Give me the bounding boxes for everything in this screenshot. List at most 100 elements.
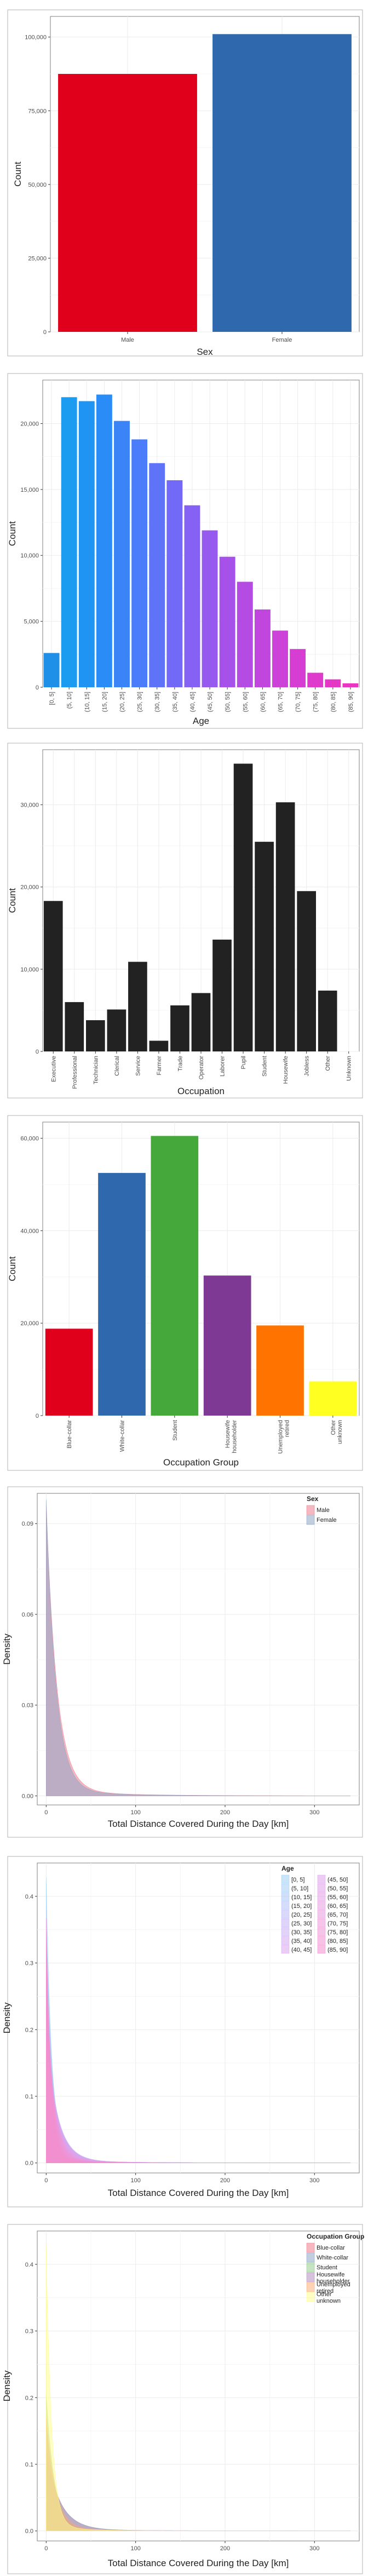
bar <box>96 394 112 687</box>
chart-7: 0.0 0.1 0.2 0.3 0.4 Density 0 100 200 300 Total Di… <box>2 2224 364 2574</box>
bar <box>255 842 274 1051</box>
x-tick-label: (10, 15] <box>84 692 90 712</box>
x-tick-label: (45, 50] <box>207 692 214 712</box>
x-tick-label: Female <box>272 337 292 343</box>
chart-1: 0 25,000 50,000 75,000 100,000 Count Male Femal… <box>7 9 363 357</box>
x-axis-title: Age <box>193 716 209 726</box>
bar <box>237 582 253 687</box>
legend-key <box>306 1515 315 1525</box>
x-tick-label: Farmer <box>156 1056 163 1076</box>
x-tick-label: (5, 10] <box>66 692 73 709</box>
y-tick-label: 20,000 <box>20 884 39 891</box>
plot-area <box>42 1122 360 1416</box>
legend-label: Blue-collar <box>317 2245 345 2251</box>
x-axis-title: Total Distance Covered During the Day [k… <box>108 1819 289 1829</box>
x-axis-title: Occupation Group <box>163 1457 239 1468</box>
x-tick-label: Service <box>135 1056 141 1076</box>
legend-key <box>317 1901 326 1910</box>
bar <box>43 901 63 1051</box>
x-axis-title: Total Distance Covered During the Day [k… <box>108 2188 289 2198</box>
x-tick-label: (85, 90] <box>348 692 354 712</box>
x-tick-label: 100 <box>130 1809 140 1816</box>
legend-label: (40, 45] <box>291 1947 312 1953</box>
legend-key <box>281 1936 290 1945</box>
bar <box>212 34 352 332</box>
x-tick-label: Other <box>325 1056 331 1071</box>
legend-key <box>306 2242 315 2253</box>
y-tick-label: 0.0 <box>25 2160 33 2167</box>
legend-key <box>306 2292 315 2302</box>
x-tick-label: Operator <box>198 1056 205 1080</box>
bar <box>107 1009 127 1051</box>
y-tick-label: 0.06 <box>22 1612 33 1618</box>
legend-key <box>281 1883 290 1893</box>
legend-key <box>281 1910 290 1919</box>
y-axis-title: Density <box>2 2002 12 2033</box>
chart-4: 0 20,000 40,000 60,000 Count Blue-collar White… <box>7 1115 363 1471</box>
legend-label: [0, 5] <box>291 1877 304 1883</box>
x-tick-label: 100 <box>130 2545 140 2552</box>
x-tick-label: (75, 80] <box>313 692 319 712</box>
x-tick-label: (25, 30] <box>137 692 143 712</box>
bar <box>149 1040 169 1051</box>
legend-title: Age <box>281 1865 294 1872</box>
legend-label: White-collar <box>317 2255 348 2261</box>
legend-label: (45, 50] <box>327 1877 348 1883</box>
legend-label: (75, 80] <box>327 1929 348 1936</box>
y-axis-title: Density <box>2 1634 12 1665</box>
legend-label: Female <box>317 1517 337 1523</box>
legend-key <box>281 1945 290 1954</box>
legend-label: (20, 25] <box>291 1912 312 1918</box>
x-tick-label: 300 <box>309 1809 319 1816</box>
bar <box>151 1136 199 1416</box>
density-area-5 <box>46 2245 350 2532</box>
x-axis-title: Total Distance Covered During the Day [k… <box>108 2558 289 2568</box>
y-tick-label: 0.2 <box>25 2027 33 2033</box>
y-tick-label: 0.2 <box>25 2395 33 2401</box>
legend-key <box>317 1918 326 1928</box>
y-axis-title: Count <box>7 521 18 547</box>
legend-label: (55, 60] <box>327 1894 348 1901</box>
x-tick-label: (50, 55] <box>225 692 231 712</box>
chart-5: 0.00 0.03 0.06 0.09 Density 0 100 200 300 Total D… <box>2 1486 363 1838</box>
x-tick-label: (65, 70] <box>278 692 284 712</box>
x-tick-label: Clerical <box>114 1056 120 1076</box>
x-tick-label: [0, 5] <box>49 692 55 705</box>
legend-key <box>317 1892 326 1901</box>
bars: Executive Professional Technician Clerical S… <box>43 750 353 1089</box>
legend-label: Other unknown <box>317 2291 341 2304</box>
x-axis-title: Sex <box>197 347 213 357</box>
bar <box>297 891 317 1051</box>
y-tick-label: 25,000 <box>28 255 47 262</box>
y-tick-label: 0.09 <box>22 1521 33 1527</box>
legend: Occupation Group Blue-collar White-collar S… <box>306 2233 364 2304</box>
x-tick-label: (35, 40] <box>172 692 179 712</box>
y-tick-label: 5,000 <box>24 619 39 625</box>
bar <box>43 653 60 687</box>
bar <box>98 1172 146 1416</box>
x-tick-label: (30, 35] <box>154 692 161 712</box>
x-tick-label: (55, 60] <box>242 692 249 712</box>
x-tick-label: 300 <box>309 2177 319 2184</box>
y-tick-label: 40,000 <box>20 1228 39 1234</box>
y-tick-label: 30,000 <box>20 802 39 809</box>
x-tick-label: 0 <box>44 2545 48 2552</box>
y-tick-label: 0.3 <box>25 2328 33 2335</box>
y-tick-label: 0.1 <box>25 2462 33 2468</box>
x-tick-label: 0 <box>44 2177 48 2184</box>
legend-key <box>281 1901 290 1910</box>
bar <box>166 480 183 687</box>
density-area-17 <box>46 1918 350 2164</box>
legend-key <box>317 1927 326 1936</box>
x-tick-label: Jobless <box>304 1056 311 1077</box>
bar <box>307 672 324 687</box>
bar <box>170 1005 189 1051</box>
y-tick-label: 0 <box>36 685 39 691</box>
y-tick-label: 0.03 <box>22 1703 33 1709</box>
x-tick-label: Pupil <box>240 1056 247 1069</box>
x-tick-label: (60, 65] <box>260 692 266 712</box>
legend-label: (15, 20] <box>291 1903 312 1910</box>
x-tick-label: Unknown <box>346 1056 353 1081</box>
x-tick-label: 200 <box>220 2177 230 2184</box>
bar <box>342 683 359 687</box>
